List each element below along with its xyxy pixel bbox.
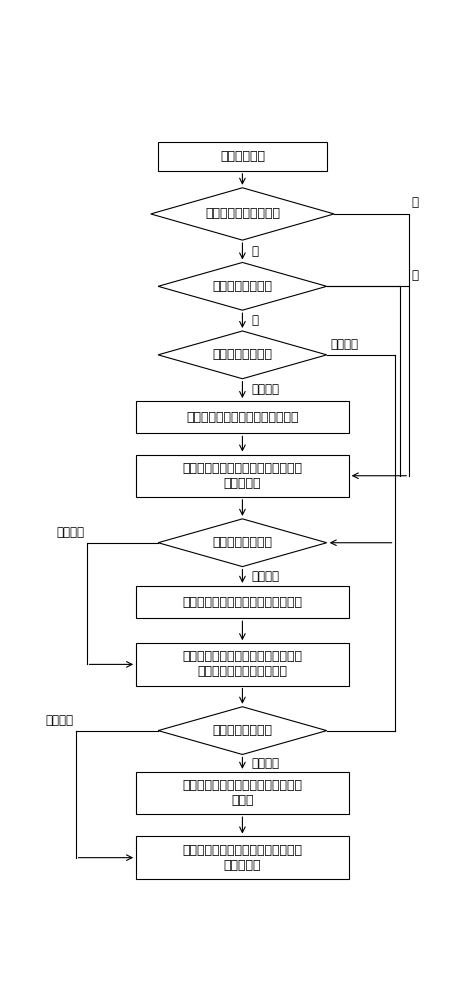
Text: 根据车位空闲情况拒绝用户或引导用
户停放: 根据车位空闲情况拒绝用户或引导用 户停放 — [183, 779, 302, 807]
Bar — [136, 401, 349, 433]
Text: 判断用户是否注册: 判断用户是否注册 — [212, 280, 272, 293]
Text: 取车请求: 取车请求 — [46, 714, 74, 727]
Bar — [136, 455, 349, 497]
Polygon shape — [151, 188, 334, 240]
Text: 停车请求: 停车请求 — [252, 757, 280, 770]
Text: 查询车位信息反馈到用户，分配车位: 查询车位信息反馈到用户，分配车位 — [183, 596, 302, 609]
Text: 停车请求: 停车请求 — [252, 570, 280, 583]
Text: 是: 是 — [252, 245, 259, 258]
Text: 取车请求: 取车请求 — [57, 526, 85, 539]
Bar — [136, 772, 349, 814]
Bar — [136, 586, 349, 618]
Polygon shape — [158, 262, 327, 310]
Text: 向用户分配车位，反馈并记录信息: 向用户分配车位，反馈并记录信息 — [186, 411, 298, 424]
Bar — [136, 643, 349, 686]
Text: 判断用户请求类型: 判断用户请求类型 — [212, 724, 272, 737]
Text: 是: 是 — [252, 314, 259, 327]
Text: 判断用户请求类型: 判断用户请求类型 — [212, 536, 272, 549]
Text: 取车请求: 取车请求 — [330, 338, 359, 351]
Text: 判断用户是否持有终端: 判断用户是否持有终端 — [205, 207, 280, 220]
Bar — [136, 836, 349, 879]
Bar — [158, 142, 327, 171]
Text: 将用户车辆迁移至指定取车点，确认
支付后放行: 将用户车辆迁移至指定取车点，确认 支付后放行 — [183, 844, 302, 872]
Polygon shape — [158, 707, 327, 754]
Text: 否: 否 — [411, 269, 418, 282]
Text: 否: 否 — [411, 196, 418, 209]
Text: 认证用户终端，将用户车辆迁移至指
定取车点，确认支付后放行: 认证用户终端，将用户车辆迁移至指 定取车点，确认支付后放行 — [183, 650, 302, 678]
Polygon shape — [158, 331, 327, 379]
Text: 停车请求: 停车请求 — [252, 383, 280, 396]
Text: 判断用户请求类型: 判断用户请求类型 — [212, 348, 272, 361]
Text: 将用户车辆移送至指定取车点，确认
支付后放行: 将用户车辆移送至指定取车点，确认 支付后放行 — [183, 462, 302, 490]
Polygon shape — [158, 519, 327, 567]
Text: 接收用户请求: 接收用户请求 — [220, 150, 265, 163]
